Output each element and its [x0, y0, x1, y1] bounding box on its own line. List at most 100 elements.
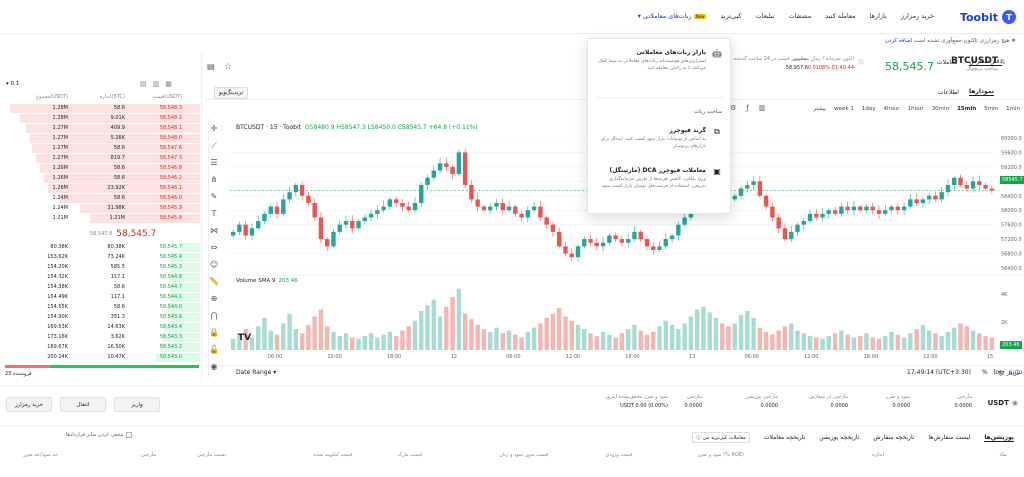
view-asks-icon[interactable]: ▦	[165, 80, 172, 88]
tab-positions[interactable]: پوزیشن‌ها	[984, 433, 1014, 442]
eye-icon[interactable]: ◉	[210, 362, 218, 371]
symbol-dropdown-icon[interactable]: ⇅	[1000, 58, 1006, 66]
tf-30min[interactable]: 30min	[931, 106, 950, 112]
bid-row[interactable]: 58,544.1 117.1 154.49K	[0, 293, 200, 302]
ask-row[interactable]: 58,546.8 58.6 1.26M	[0, 164, 200, 173]
bid-row[interactable]: 58,543.6 351.3 154.90K	[0, 313, 200, 322]
dd-grid-futures[interactable]: گرید فیوچرز به اساس از نوسانات بازار سود…	[594, 127, 722, 150]
ask-row[interactable]: 58,545.8 1.21M 1.21M	[0, 214, 200, 223]
trendline-icon[interactable]: ⟋	[211, 141, 217, 150]
ask-row[interactable]: 58,546.1 23.92K 1.26M	[0, 184, 200, 193]
brush-icon[interactable]: ✎	[210, 192, 218, 201]
tradingview-tab[interactable]: تریدینگ‌ویو	[214, 87, 249, 99]
funding-label: اکنون سرمایه / زمان معکوس	[792, 56, 854, 62]
tab-trades[interactable]: معاملات	[936, 58, 958, 66]
ask-row[interactable]: 58,548.0 5.26K 1.27M	[0, 134, 200, 143]
bid-row[interactable]: 58,545.4 73.24K 153.62K	[0, 253, 200, 262]
tf-1hour[interactable]: 1hour	[907, 106, 924, 112]
nav-link-buy-crypto[interactable]: خرید رمزارز	[900, 12, 934, 20]
ruler-icon[interactable]: 📏	[209, 277, 219, 286]
ask-row[interactable]: 58,545.9 31.98K 1.24M	[0, 204, 200, 213]
hide-other-checkbox[interactable]	[126, 432, 133, 438]
eye-toggle-icon[interactable]: ◉	[1011, 399, 1018, 407]
tab-order-history[interactable]: تاریخچه سفارش	[873, 434, 915, 441]
text-icon[interactable]: T	[211, 209, 217, 218]
dd-dca-futures[interactable]: معاملات فیوچرز DCA (مارتینگل) ورود پلکان…	[594, 167, 722, 190]
tf-15min[interactable]: 15min	[957, 106, 977, 112]
transfer-button[interactable]: انتقال	[60, 397, 106, 412]
hide-other-toggle[interactable]: مخفی کردن سایر قراردادها	[66, 432, 133, 438]
layout-icon[interactable]: ▤	[207, 62, 215, 71]
nav-link-trading-bots[interactable]: Newربات‌های معاملاتی ▾	[637, 12, 707, 20]
volume-bar	[676, 329, 681, 350]
ask-row[interactable]: 58,548.3 58.6 1.28M	[0, 104, 200, 113]
tab-info[interactable]: اطلاعات	[937, 88, 959, 96]
tf-1week[interactable]: 1 week	[834, 106, 854, 112]
bid-row[interactable]: 58,544.8 117.1 154.32K	[0, 273, 200, 282]
dd-bot-market[interactable]: بازار ربات‌های معاملاتی استراتژی‌های هوش…	[594, 49, 722, 72]
brand-logo[interactable]: Toobit T	[960, 9, 1016, 25]
balance-asset[interactable]: USDT ◉	[988, 399, 1018, 407]
ask-row[interactable]: 58,548.1 409.9 1.27M	[0, 124, 200, 133]
precision-select[interactable]: ▾ 0.1	[6, 81, 20, 87]
measure-icon[interactable]: ⇔	[210, 243, 218, 252]
nav-link-markets[interactable]: بازارها	[869, 12, 887, 20]
volume-bar	[312, 316, 317, 350]
bid-row[interactable]: 58,545.7 80.38K 80.38K	[0, 243, 200, 252]
pitchfork-icon[interactable]: ⋔	[210, 175, 218, 184]
buy-crypto-button[interactable]: خرید رمزارز	[6, 397, 52, 412]
candle-type-icon[interactable]: ▥	[758, 104, 766, 112]
percent-scale[interactable]: %	[982, 369, 988, 376]
candle-body	[952, 177, 957, 185]
tab-position-history[interactable]: تاریخچه پوزیشن	[819, 434, 860, 441]
view-both-icon[interactable]: ▤	[140, 80, 147, 88]
nav-link-copy-trade[interactable]: کپی‌ترید	[720, 12, 742, 20]
tab-trade-history[interactable]: تاریخچه معاملات	[763, 434, 806, 441]
bid-total: 154.32K	[47, 274, 68, 280]
favorite-star-icon[interactable]: ☆	[224, 62, 233, 72]
ask-row[interactable]: 58,548.2 9.01K 1.28M	[0, 114, 200, 123]
auto-scale[interactable]: auto	[1008, 369, 1023, 376]
date-range-button[interactable]: Date Range ▾	[236, 369, 277, 376]
ask-row[interactable]: 58,546.2 58.6 1.26M	[0, 174, 200, 183]
tab-my-copy-trades[interactable]: معاملات کپی‌ترید من ⓘ	[692, 432, 750, 443]
symbol-header[interactable]: BTCUSDT ساخت پرپچوال	[951, 56, 998, 72]
tf-more[interactable]: بیشتر	[813, 106, 827, 112]
settings-icon[interactable]: ⚙	[730, 104, 737, 112]
bid-row[interactable]: 58,544.7 58.6 154.38K	[0, 283, 200, 292]
candle-body	[557, 231, 562, 247]
add-favorite-link[interactable]: اضافه کردن	[884, 38, 913, 44]
bid-row[interactable]: 58,543.0 10.47K 200.14K	[0, 353, 200, 362]
tab-open-orders[interactable]: لیست سفارش‌ها	[928, 434, 971, 441]
tf-1day[interactable]: 1day	[861, 106, 876, 112]
nav-link-promotions[interactable]: تبلیغات	[755, 12, 775, 20]
crosshair-icon[interactable]: ✛	[210, 124, 218, 133]
zoom-icon[interactable]: ⊕	[210, 294, 218, 303]
tf-1min[interactable]: 1min	[1006, 106, 1020, 112]
deposit-button[interactable]: واریز	[114, 397, 160, 412]
lock-drawings-icon[interactable]: 🔓	[209, 345, 219, 354]
ask-row[interactable]: 58,547.6 58.6 1.27M	[0, 144, 200, 153]
bid-row[interactable]: 58,544.0 58.6 154.55K	[0, 303, 200, 312]
nav-link-trade[interactable]: معامله کنید	[825, 12, 856, 20]
horizontal-lines-icon[interactable]: ☰	[210, 158, 218, 167]
emoji-icon[interactable]: ☺	[209, 260, 219, 269]
lock-icon[interactable]: 🔒	[209, 328, 219, 337]
bid-row[interactable]: 58,543.3 3.62K 173.16K	[0, 333, 200, 342]
ask-row[interactable]: 58,546.0 58.6 1.24M	[0, 194, 200, 203]
indicators-icon[interactable]: ƒ	[746, 104, 749, 112]
bid-row[interactable]: 58,543.4 14.63K 169.53K	[0, 323, 200, 332]
nav-link-derivatives[interactable]: مشتقات	[788, 12, 812, 20]
tf-5min[interactable]: 5min	[984, 106, 999, 112]
tab-charts[interactable]: نمودارها	[968, 88, 994, 96]
info-icon[interactable]: ⓘ	[857, 60, 864, 67]
pattern-icon[interactable]: ⋈	[210, 226, 218, 235]
ask-row[interactable]: 58,547.3 819.7 1.27M	[0, 154, 200, 163]
bid-row[interactable]: 58,543.2 16.50K 189.67K	[0, 343, 200, 352]
magnet-icon[interactable]: ⋂	[210, 311, 218, 320]
view-bids-icon[interactable]: ▥	[152, 80, 160, 88]
tab-orderbook[interactable]: دفتر سفارش	[969, 58, 1002, 66]
log-scale[interactable]: log	[993, 369, 1003, 376]
tf-4hour[interactable]: 4hour	[883, 106, 900, 112]
bid-row[interactable]: 58,545.3 585.5 154.20K	[0, 263, 200, 272]
